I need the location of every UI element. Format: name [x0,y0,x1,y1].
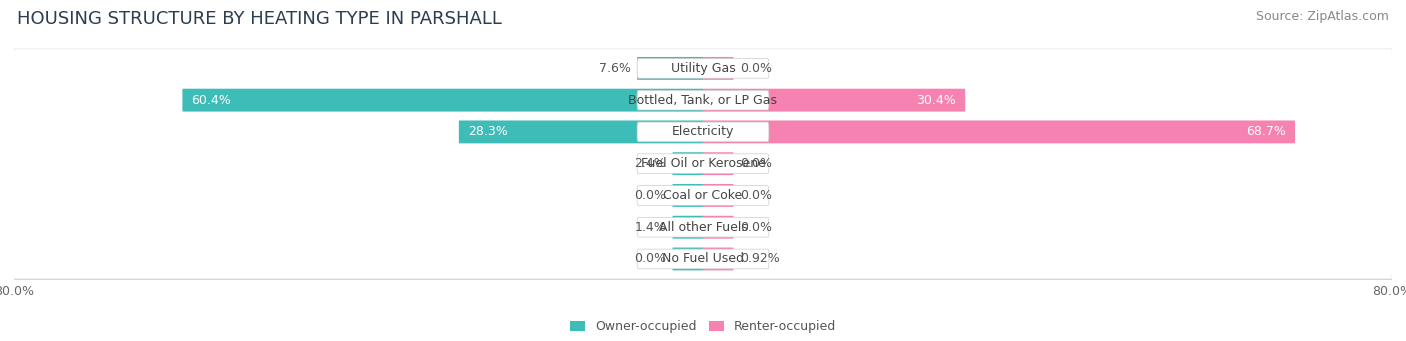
FancyBboxPatch shape [458,120,703,143]
FancyBboxPatch shape [637,122,769,142]
FancyBboxPatch shape [637,217,769,237]
FancyBboxPatch shape [14,145,1392,183]
Text: 1.4%: 1.4% [634,221,666,234]
Legend: Owner-occupied, Renter-occupied: Owner-occupied, Renter-occupied [565,315,841,338]
FancyBboxPatch shape [637,90,769,110]
FancyBboxPatch shape [637,59,769,78]
Text: 60.4%: 60.4% [191,94,231,107]
Text: 7.6%: 7.6% [599,62,631,75]
FancyBboxPatch shape [637,249,769,269]
Text: 0.92%: 0.92% [740,252,780,266]
FancyBboxPatch shape [7,204,1399,251]
FancyBboxPatch shape [14,49,1392,87]
FancyBboxPatch shape [14,81,1392,119]
FancyBboxPatch shape [7,77,1399,124]
FancyBboxPatch shape [703,89,966,112]
Text: Electricity: Electricity [672,125,734,138]
Text: 0.0%: 0.0% [740,62,772,75]
Text: 0.0%: 0.0% [740,221,772,234]
FancyBboxPatch shape [637,57,703,80]
Text: HOUSING STRUCTURE BY HEATING TYPE IN PARSHALL: HOUSING STRUCTURE BY HEATING TYPE IN PAR… [17,10,502,28]
Text: 30.4%: 30.4% [917,94,956,107]
FancyBboxPatch shape [14,113,1392,151]
Text: Bottled, Tank, or LP Gas: Bottled, Tank, or LP Gas [628,94,778,107]
FancyBboxPatch shape [703,120,1295,143]
FancyBboxPatch shape [672,152,703,175]
Text: 0.0%: 0.0% [740,189,772,202]
Text: 0.0%: 0.0% [634,252,666,266]
Text: Utility Gas: Utility Gas [671,62,735,75]
Text: Coal or Coke: Coal or Coke [664,189,742,202]
Text: 68.7%: 68.7% [1246,125,1286,138]
FancyBboxPatch shape [7,45,1399,92]
Text: Fuel Oil or Kerosene: Fuel Oil or Kerosene [641,157,765,170]
FancyBboxPatch shape [703,152,734,175]
Text: No Fuel Used: No Fuel Used [662,252,744,266]
Text: 0.0%: 0.0% [634,189,666,202]
Text: Source: ZipAtlas.com: Source: ZipAtlas.com [1256,10,1389,23]
FancyBboxPatch shape [14,240,1392,278]
Text: 2.4%: 2.4% [634,157,666,170]
FancyBboxPatch shape [703,248,734,270]
Text: 0.0%: 0.0% [740,157,772,170]
FancyBboxPatch shape [183,89,703,112]
FancyBboxPatch shape [637,154,769,174]
FancyBboxPatch shape [7,108,1399,155]
FancyBboxPatch shape [14,176,1392,214]
FancyBboxPatch shape [703,216,734,239]
FancyBboxPatch shape [703,184,734,207]
FancyBboxPatch shape [672,184,703,207]
FancyBboxPatch shape [637,186,769,205]
FancyBboxPatch shape [672,248,703,270]
Text: All other Fuels: All other Fuels [658,221,748,234]
FancyBboxPatch shape [703,57,734,80]
FancyBboxPatch shape [7,140,1399,187]
FancyBboxPatch shape [7,236,1399,282]
FancyBboxPatch shape [7,172,1399,219]
FancyBboxPatch shape [672,216,703,239]
Text: 28.3%: 28.3% [468,125,508,138]
FancyBboxPatch shape [14,208,1392,246]
